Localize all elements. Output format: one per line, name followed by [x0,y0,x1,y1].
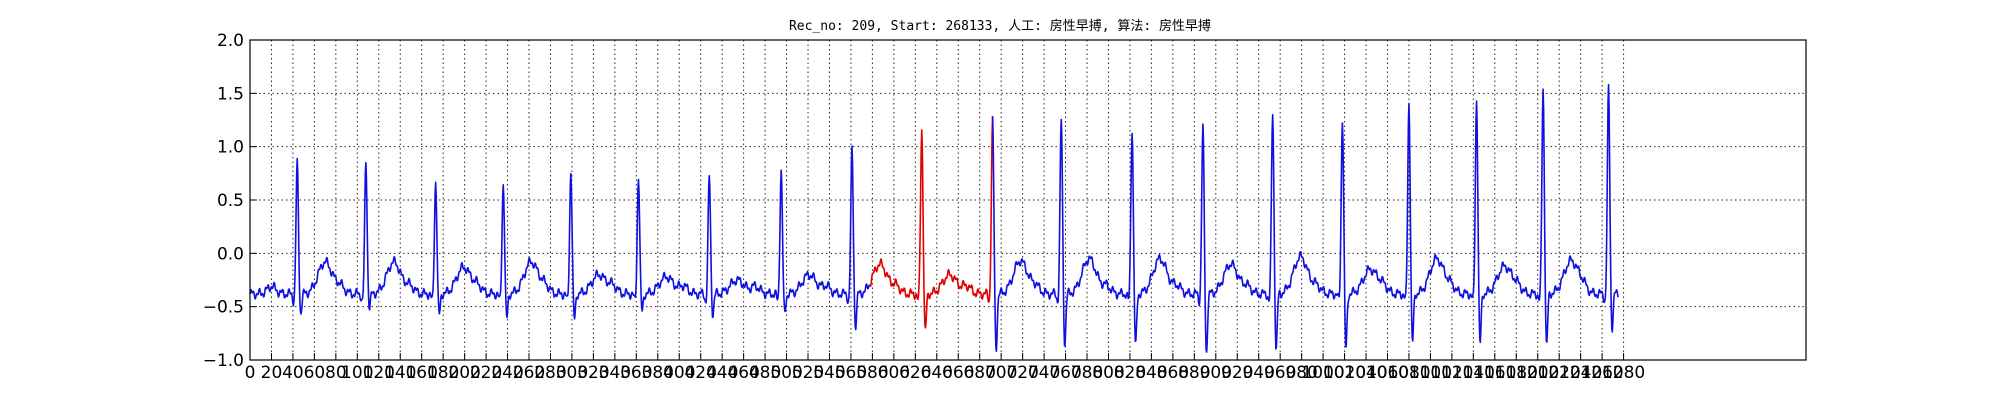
x-tick-label: 300 [556,363,588,383]
x-tick-label: 900 [1200,363,1232,383]
ecg-series [249,83,1619,353]
x-tick-label: 800 [1092,363,1124,383]
x-tick-label: 220 [470,363,502,383]
x-tick-label: 140 [384,363,416,383]
x-tick-label: 360 [620,363,652,383]
x-tick-label: 420 [684,363,716,383]
x-tick-label: 1020 [1323,363,1366,383]
ecg-trace-segment [991,83,1619,353]
x-tick-label: 60 [304,363,326,383]
y-tick-label: 0.0 [217,244,244,264]
x-tick-label: 980 [1285,363,1317,383]
x-tick-label: 120 [363,363,395,383]
x-tick-label: 1060 [1366,363,1409,383]
x-tick-label: 1100 [1409,363,1452,383]
ecg-trace-highlight [869,116,994,329]
x-tick-label: 1160 [1473,363,1516,383]
y-tick-label: 1.0 [217,138,244,158]
x-tick-label: 1280 [1602,363,1645,383]
x-tick-label: 160 [405,363,437,383]
x-tick-label: 340 [599,363,631,383]
x-tick-label: 840 [1135,363,1167,383]
x-tick-label: 640 [921,363,953,383]
x-tick-label: 580 [856,363,888,383]
x-tick-label: 240 [491,363,523,383]
x-tick-label: 280 [534,363,566,383]
x-tick-label: 820 [1114,363,1146,383]
x-tick-label: 380 [642,363,674,383]
x-tick-label: 1080 [1387,363,1430,383]
x-tick-label: 0 [245,363,256,383]
x-tick-label: 680 [963,363,995,383]
x-tick-label: 1040 [1344,363,1387,383]
x-tick-label: 700 [985,363,1017,383]
x-tick-label: 880 [1178,363,1210,383]
x-tick-label: 460 [727,363,759,383]
x-tick-label: 40 [282,363,304,383]
x-tick-label: 720 [1006,363,1038,383]
x-tick-label: 920 [1221,363,1253,383]
x-tick-label: 960 [1264,363,1296,383]
x-tick-label: 500 [770,363,802,383]
x-tick-label: 1240 [1559,363,1602,383]
y-tick-label: 1.5 [217,84,244,104]
x-tick-label: 1260 [1580,363,1623,383]
x-tick-label: 520 [792,363,824,383]
chart-title: Rec_no: 209, Start: 268133, 人工: 房性早搏, 算法… [789,18,1211,34]
x-tick-label: 1140 [1452,363,1495,383]
x-tick-label: 780 [1071,363,1103,383]
x-tick-label: 660 [942,363,974,383]
x-tick-label: 480 [749,363,781,383]
x-tick-label: 1120 [1430,363,1473,383]
x-tick-label: 80 [325,363,347,383]
x-tick-label: 560 [835,363,867,383]
y-tick-label: −0.5 [203,298,244,318]
x-tick-label: 400 [663,363,695,383]
ecg-trace-segment [249,145,871,331]
x-tick-label: 200 [448,363,480,383]
grid [250,40,1806,360]
x-tick-label: 1000 [1301,363,1344,383]
x-tick-label: 320 [577,363,609,383]
y-tick-label: 0.5 [217,191,244,211]
x-axis: 0 20 40 60 801001201401601802002202402602803… [245,353,1645,383]
y-tick-label: 2.0 [217,31,244,51]
x-tick-label: 860 [1157,363,1189,383]
x-tick-label: 1180 [1495,363,1538,383]
x-tick-label: 600 [878,363,910,383]
x-tick-label: 1200 [1516,363,1559,383]
x-tick-label: 940 [1242,363,1274,383]
x-tick-label: 440 [706,363,738,383]
x-tick-label: 100 [341,363,373,383]
y-tick-label: −1.0 [203,351,244,371]
x-tick-label: 180 [427,363,459,383]
x-tick-label: 20 [261,363,283,383]
x-tick-label: 760 [1049,363,1081,383]
x-tick-label: 260 [513,363,545,383]
x-tick-label: 540 [813,363,845,383]
x-tick-label: 740 [1028,363,1060,383]
x-tick-label: 1220 [1538,363,1581,383]
x-tick-label: 620 [899,363,931,383]
y-axis: −1.0 −0.5 0.0 0.5 1.0 1.5 2.0 [203,31,257,371]
